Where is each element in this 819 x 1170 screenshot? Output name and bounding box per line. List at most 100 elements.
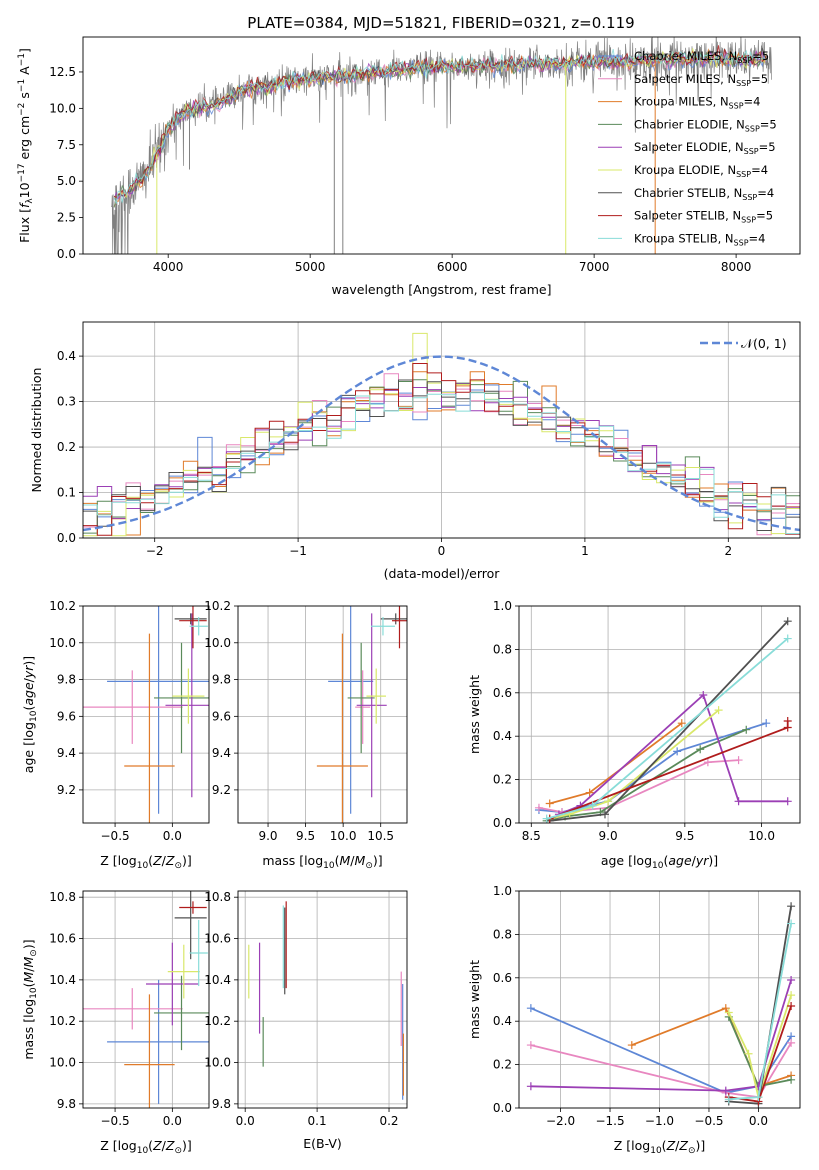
x-tick-label: 1 — [581, 544, 589, 558]
weight-marker — [787, 1075, 796, 1084]
y-tick-label: 1.0 — [493, 599, 512, 613]
x-tick-label: −2 — [146, 544, 164, 558]
weight-marker — [699, 690, 708, 699]
axes-frame — [82, 321, 801, 539]
x-tick-label: 0.0 — [163, 829, 182, 843]
y-tick-label: 0.8 — [493, 927, 512, 941]
weight-marker — [677, 719, 686, 728]
y-tick-label: 1.0 — [493, 884, 512, 898]
legend-entry: Salpeter STELIB, NSSP=5 — [634, 209, 773, 225]
weight-marker — [787, 919, 796, 928]
plot-area — [83, 332, 800, 537]
y-tick-label: 9.8 — [57, 1097, 76, 1111]
x-axis-label: Z [log10​(Z/Z⊙​)] — [614, 1138, 706, 1156]
y-tick-label: 0.2 — [57, 440, 76, 454]
weight-line-6 — [728, 906, 792, 1105]
x-tick-label: 5000 — [295, 260, 326, 274]
legend-entry: Kroupa MILES, NSSP=4 — [634, 95, 760, 111]
y-tick-label: 7.5 — [57, 138, 76, 152]
x-tick-label: 9.0 — [599, 829, 618, 843]
weight-marker — [744, 1049, 753, 1058]
y-tick-label: 9.8 — [57, 673, 76, 687]
y-tick-label: 0.0 — [57, 247, 76, 261]
x-tick-label: 4000 — [153, 260, 184, 274]
weight-marker — [526, 1041, 535, 1050]
plot-area — [316, 606, 407, 823]
plot-area — [111, 37, 772, 254]
y-tick-label: 0.2 — [493, 773, 512, 787]
legend-entry: Chabrier ELODIE, NSSP=5 — [634, 117, 777, 133]
weight-marker — [714, 706, 723, 715]
massweight-vs-metallicity-panel: −2.0 −1.5 −1.0 −0.5 0.0 0.0 0.2 0.4 0.6 0.8 1.0 mas… — [467, 884, 801, 1156]
x-tick-label: 10.0 — [748, 829, 775, 843]
x-tick-label: 0.0 — [236, 1114, 255, 1128]
weight-marker — [787, 1038, 796, 1047]
x-tick-label: 0.0 — [749, 1114, 768, 1128]
axes-frame — [82, 605, 210, 824]
weight-marker — [588, 801, 597, 810]
weight-marker — [673, 747, 682, 756]
residuals-panel: −2 −1 0 1 2 0.0 0.1 0.2 0.3 0.4 𝒩(0, 1) (data-model… — [29, 321, 801, 581]
y-tick-label: 10.8 — [49, 890, 76, 904]
weight-marker — [526, 1004, 535, 1013]
plot-area — [526, 902, 796, 1108]
plot-area — [248, 901, 405, 1100]
age-vs-metallicity-panel: −0.5 0.0 9.2 9.4 9.6 9.8 10.0 10.2 Z [log10​(Z/Z… — [21, 599, 210, 871]
mass-vs-metallicity-panel: −0.5 0.0 9.8 10.0 10.2 10.4 10.6 10.8 Z [log10​(… — [21, 890, 210, 1156]
histogram-4 — [83, 383, 800, 521]
y-tick-label: 2.5 — [57, 211, 76, 225]
y-tick-label: 10.4 — [49, 973, 76, 987]
x-tick-label: −0.5 — [101, 1114, 130, 1128]
x-tick-label: −1.0 — [645, 1114, 674, 1128]
y-tick-label: 10.2 — [49, 1014, 76, 1028]
axes-frame — [237, 890, 408, 1109]
legend-entry: Kroupa ELODIE, NSSP=4 — [634, 163, 768, 179]
weight-marker — [734, 756, 743, 765]
weight-marker — [787, 1002, 796, 1011]
axes-frame — [82, 36, 801, 255]
weight-marker — [627, 1041, 636, 1050]
x-tick-label: 9.0 — [258, 829, 277, 843]
axes-frame — [518, 605, 801, 824]
weight-line-5 — [727, 994, 792, 1101]
y-axis-label: mass [log10​(M/M⊙​)] — [21, 939, 39, 1059]
model-spectrum-7 — [113, 45, 767, 199]
y-tick-label: 10.6 — [49, 932, 76, 946]
histogram-7 — [83, 363, 800, 536]
y-tick-label: 0.0 — [57, 531, 76, 545]
y-tick-label: 10.0 — [49, 1056, 76, 1070]
x-axis-label: Z [log10​(Z/Z⊙​)] — [100, 853, 192, 871]
y-tick-label: 0.4 — [493, 729, 512, 743]
weight-marker — [600, 810, 609, 819]
weight-marker — [526, 1082, 535, 1091]
x-axis-label: age [log10​(age/yr)] — [601, 853, 718, 871]
y-tick-label: 0.0 — [493, 816, 512, 830]
x-tick-label: 0 — [438, 544, 446, 558]
weight-marker — [787, 991, 796, 1000]
x-tick-label: 10.5 — [367, 829, 394, 843]
x-tick-label: 8000 — [721, 260, 752, 274]
legend: Chabrier MILES, NSSP=5 Salpeter MILES, NS… — [598, 49, 777, 247]
y-tick-label: 0.0 — [493, 1101, 512, 1115]
weight-marker — [545, 799, 554, 808]
weight-marker — [783, 634, 792, 643]
y-tick-label: 10.8 — [204, 890, 231, 904]
x-tick-label: 0.2 — [379, 1114, 398, 1128]
x-tick-label: 6000 — [437, 260, 468, 274]
weight-marker — [724, 1095, 733, 1104]
y-tick-label: 0.3 — [57, 395, 76, 409]
histogram-8 — [83, 392, 800, 535]
y-tick-label: 0.8 — [493, 642, 512, 656]
x-axis-label: (data-model)/error — [384, 566, 501, 581]
x-axis-label: wavelength [Angstrom, rest frame] — [331, 282, 551, 297]
legend-entry: 𝒩(0, 1) — [741, 336, 787, 351]
weight-line-1 — [538, 759, 739, 814]
mass-vs-ebv-panel: 0.0 0.1 0.2 9.8 10.0 10.2 10.4 10.6 10.8 E(B-V) — [204, 890, 408, 1151]
x-axis-label: Z [log10​(Z/Z⊙​)] — [100, 1138, 192, 1156]
y-tick-label: 10.2 — [49, 599, 76, 613]
y-tick-label: 10.2 — [204, 599, 231, 613]
weight-marker — [783, 797, 792, 806]
axes-frame — [518, 890, 801, 1109]
y-tick-label: 0.6 — [493, 971, 512, 985]
x-tick-label: −1 — [289, 544, 307, 558]
